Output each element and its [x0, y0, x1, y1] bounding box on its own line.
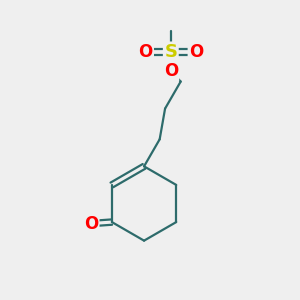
Text: O: O — [189, 43, 203, 61]
Text: O: O — [138, 43, 153, 61]
Text: S: S — [164, 43, 177, 61]
Text: O: O — [84, 214, 98, 232]
Text: O: O — [164, 62, 178, 80]
